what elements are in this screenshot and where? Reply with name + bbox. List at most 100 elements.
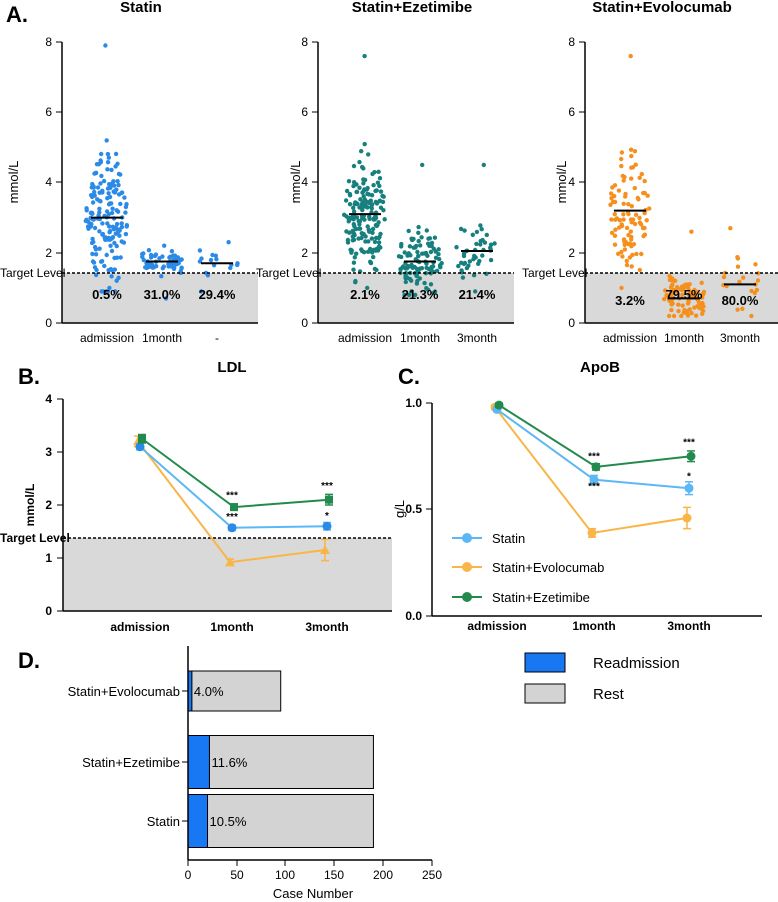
a2-point-0-147 [366, 227, 371, 232]
a3-point-1-26 [662, 296, 667, 302]
a1-point-0-155 [109, 167, 114, 173]
chart-d-xtick-150: 150 [324, 868, 344, 882]
a2-point-1-66 [418, 243, 423, 248]
a1-point-0-117 [98, 199, 103, 204]
a3-point-0-6 [619, 249, 624, 255]
legend-rest-swatch [524, 683, 566, 704]
a3-point-1-82 [692, 287, 697, 293]
a2-point-1-63 [413, 257, 418, 262]
c-annotation-3: * [687, 472, 691, 483]
a2-point-0-21 [376, 169, 381, 174]
a2-point-0-108 [357, 219, 363, 224]
b-point-2-2 [325, 495, 333, 504]
a3-point-0-31 [641, 233, 646, 239]
b-annotation-0: *** [226, 491, 238, 502]
a1-point-0-136 [91, 184, 96, 189]
legend-statin-marker [462, 533, 472, 543]
a3-point-0-0 [628, 53, 633, 59]
a3-point-1-85 [700, 300, 705, 306]
a1-point-0-133 [119, 224, 125, 230]
a2-point-0-138 [377, 176, 383, 181]
a1-point-0-172 [86, 219, 91, 225]
a2-point-0-172 [352, 201, 357, 207]
a2-point-2-12 [473, 255, 478, 260]
a3-point-1-40 [663, 288, 668, 293]
a2-point-1-108 [414, 266, 420, 272]
a1-point-0-103 [119, 239, 124, 244]
a1-point-0-40 [119, 221, 124, 226]
chart-a2-pct-1: 21.3% [402, 287, 439, 302]
c-point-1-1 [587, 528, 597, 538]
a3-point-0-44 [634, 251, 639, 257]
chart-a2-medians [349, 213, 493, 263]
a2-point-1-70 [424, 261, 429, 266]
chart-a1-ylabel: mmol/L [6, 161, 21, 204]
a3-point-1-53 [669, 307, 674, 313]
a2-point-1-69 [399, 241, 404, 247]
a3-point-1-51 [680, 292, 685, 297]
d-bar-rest-2 [207, 794, 374, 848]
a2-point-1-109 [425, 287, 431, 292]
a2-point-1-28 [411, 245, 416, 250]
chart-a3-ylabel: mmol/L [554, 161, 569, 204]
a3-point-0-8 [628, 229, 633, 234]
a3-point-1-68 [699, 280, 704, 285]
legend-evolocumab-marker [462, 562, 472, 572]
chart-a1-target-region [62, 273, 258, 323]
a1-point-0-119 [95, 197, 100, 202]
a2-point-2-20 [471, 273, 477, 278]
a2-point-0-164 [353, 280, 358, 285]
a2-point-0-56 [381, 208, 386, 213]
b-annotation-3: * [325, 511, 329, 522]
chart-c-xtick-1: 1month [572, 619, 615, 633]
a2-point-0-31 [351, 209, 357, 214]
a1-point-0-92 [101, 178, 107, 184]
chart-b-ylabel: mmol/L [23, 484, 37, 527]
a2-point-2-41 [477, 258, 482, 264]
chart-d-ytick-ezetimibe: Statin+Ezetimibe [82, 755, 180, 770]
a1-point-0-167 [109, 181, 115, 187]
a1-point-1-0 [162, 243, 167, 248]
d-bar-label-1: 11.6% [211, 755, 247, 770]
a2-point-0-122 [359, 149, 364, 154]
a2-point-1-60 [428, 249, 434, 255]
a3-point-0-51 [619, 163, 624, 169]
a3-point-1-70 [670, 301, 675, 306]
a2-point-0-113 [362, 197, 368, 202]
a1-point-1-1 [163, 296, 169, 301]
a2-point-1-86 [431, 290, 436, 296]
a2-point-0-141 [347, 202, 353, 207]
a1-point-0-83 [113, 231, 119, 236]
a1-point-2-13 [208, 257, 214, 263]
a1-point-1-2 [146, 248, 152, 253]
a2-point-2-27 [470, 232, 475, 237]
c-point-1-2 [682, 513, 692, 523]
a3-point-2-0 [728, 226, 733, 231]
chart-a3-ytick-6: 6 [568, 105, 575, 119]
a1-point-0-85 [123, 231, 129, 237]
a2-point-1-101 [432, 235, 438, 240]
a3-point-0-80 [629, 165, 634, 170]
a1-point-0-110 [90, 194, 95, 200]
chart-d-xtick-100: 100 [275, 868, 295, 882]
a1-point-0-86 [105, 167, 110, 172]
a3-point-1-86 [686, 292, 692, 298]
a1-point-0-18 [106, 191, 111, 196]
a1-point-0-171 [102, 263, 107, 269]
a1-point-0-154 [106, 155, 112, 160]
a1-point-0-160 [91, 260, 97, 265]
chart-d-bars: 4.0% 11.6% 10.5% [187, 670, 374, 848]
chart-a1: Statin 8 6 4 2 0 mmol/L Target Level adm… [0, 0, 258, 345]
a3-point-0-83 [612, 183, 618, 188]
chart-a2-ytick-4: 4 [301, 175, 308, 189]
a2-point-0-167 [363, 234, 368, 239]
a2-point-0-120 [364, 187, 369, 192]
a2-point-0-18 [351, 260, 357, 265]
a1-point-0-91 [98, 181, 103, 186]
a3-point-0-60 [609, 196, 614, 201]
a2-point-0-62 [351, 205, 356, 210]
a2-point-1-75 [433, 255, 439, 260]
a1-point-0-69 [95, 185, 101, 190]
b-point-0-1 [227, 523, 237, 533]
a1-point-0-9 [93, 272, 99, 278]
